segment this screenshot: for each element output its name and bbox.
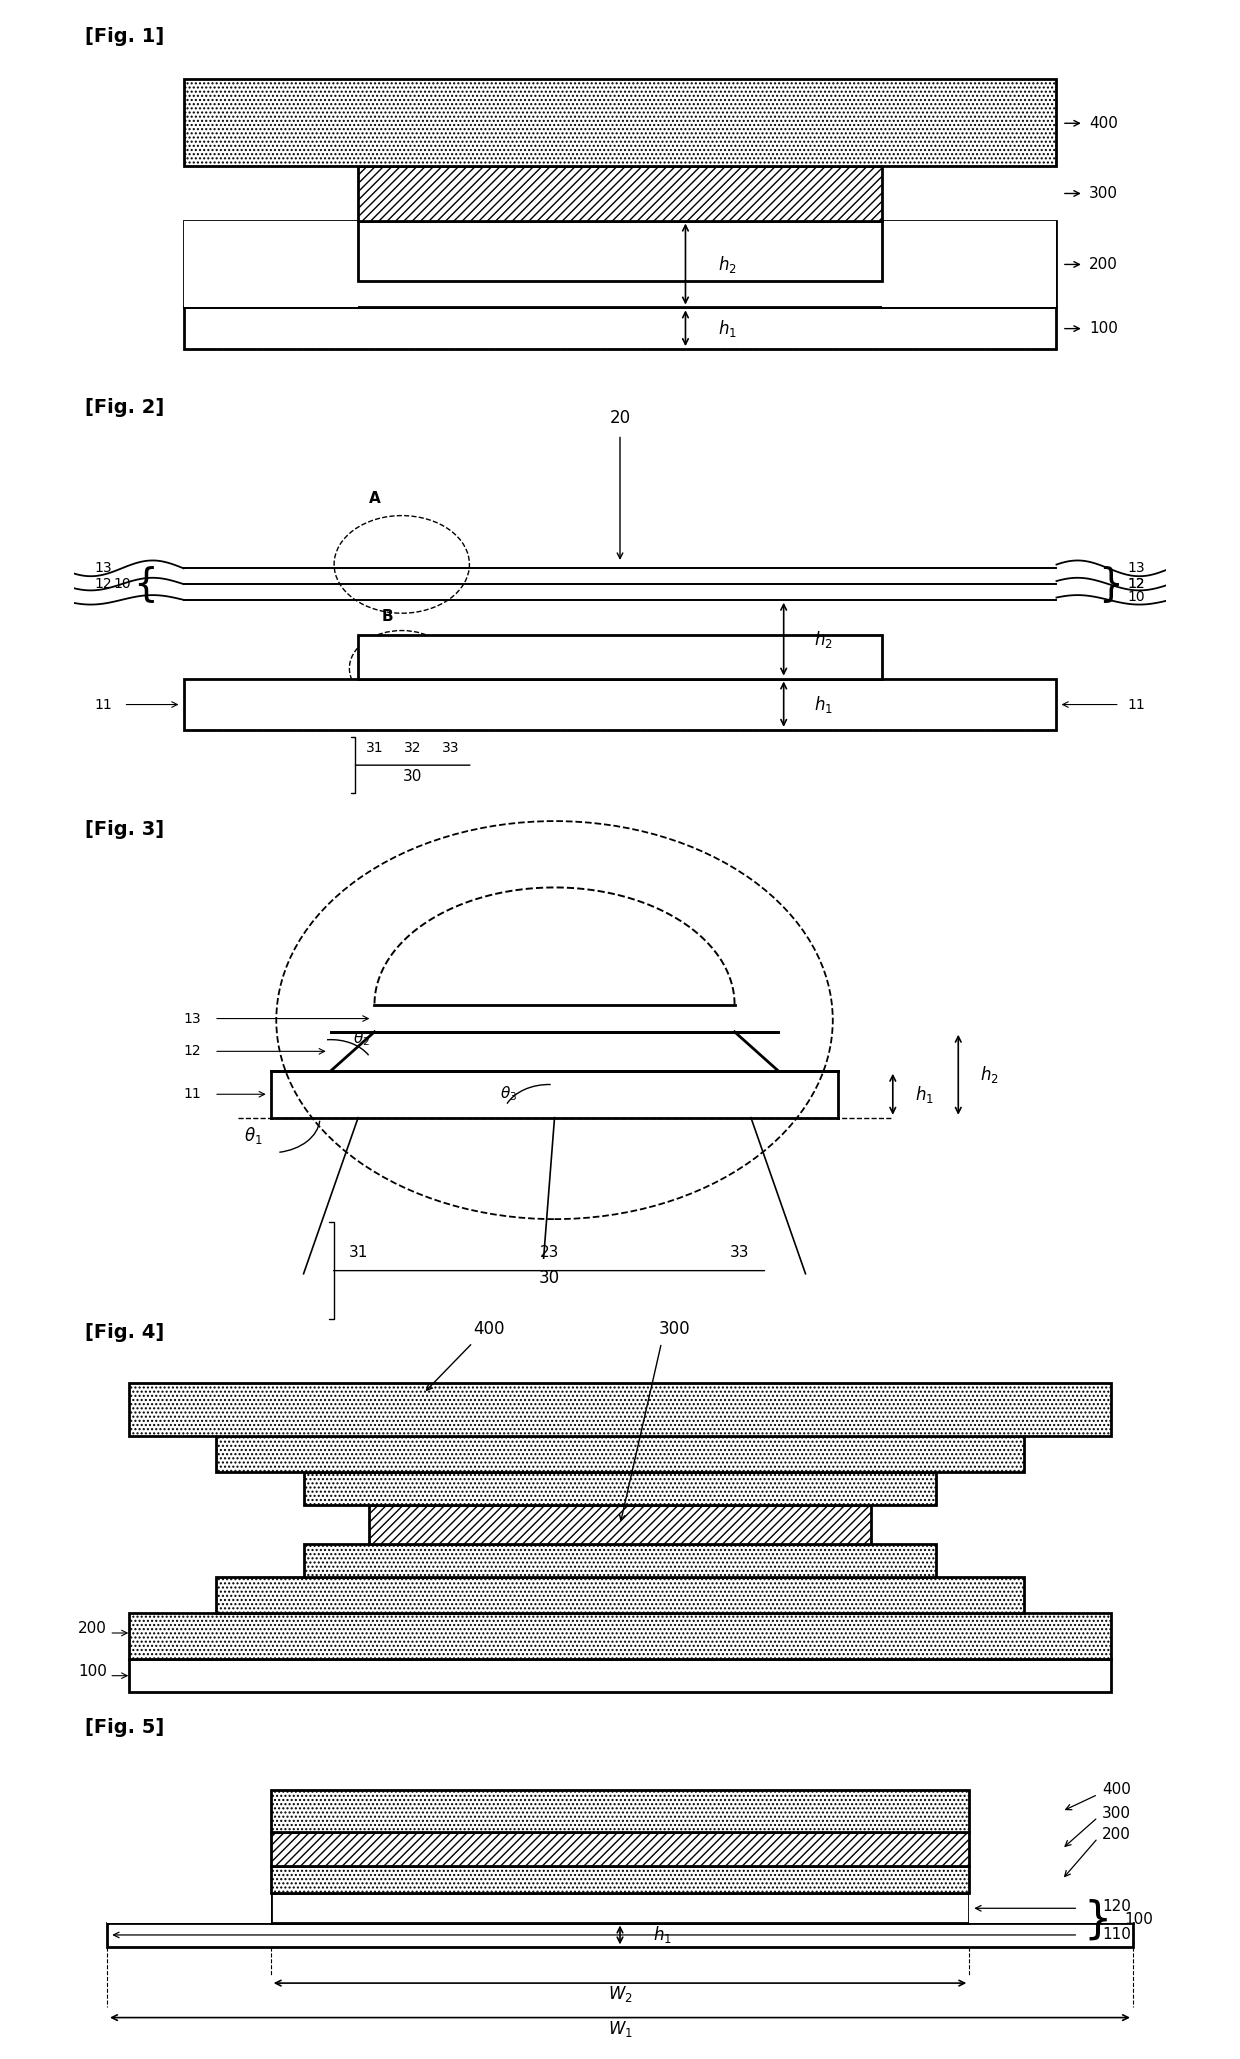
- Bar: [270, 1894, 970, 1923]
- Text: 300: 300: [1102, 1806, 1131, 1822]
- Bar: [184, 307, 1056, 350]
- Text: 20: 20: [609, 408, 631, 426]
- Text: }: }: [1084, 1898, 1112, 1942]
- Bar: [270, 1789, 970, 1833]
- Text: 11: 11: [184, 1087, 201, 1102]
- Text: $h_1$: $h_1$: [718, 319, 737, 340]
- Text: $h_1$: $h_1$: [915, 1083, 934, 1106]
- Text: [Fig. 1]: [Fig. 1]: [86, 27, 165, 45]
- Text: 11: 11: [1127, 698, 1146, 712]
- Text: $h_2$: $h_2$: [980, 1065, 999, 1085]
- Text: 30: 30: [538, 1268, 559, 1287]
- Text: 200: 200: [78, 1620, 107, 1637]
- Text: [Fig. 3]: [Fig. 3]: [86, 819, 165, 838]
- Bar: [358, 220, 882, 282]
- Bar: [129, 1614, 1111, 1660]
- Text: 13: 13: [94, 562, 112, 574]
- Bar: [304, 1472, 936, 1505]
- Bar: [270, 1833, 970, 1865]
- Text: 12: 12: [1127, 577, 1145, 591]
- Bar: [184, 220, 1056, 307]
- Text: 32: 32: [404, 741, 422, 756]
- Text: 30: 30: [403, 768, 423, 784]
- Text: 10: 10: [114, 577, 131, 591]
- Text: 200: 200: [1089, 257, 1118, 272]
- Text: $h_1$: $h_1$: [652, 1925, 672, 1946]
- Text: 33: 33: [730, 1244, 750, 1260]
- Text: 23: 23: [539, 1244, 559, 1260]
- Bar: [882, 220, 1056, 307]
- Text: 400: 400: [1102, 1783, 1131, 1798]
- Text: 31: 31: [348, 1244, 368, 1260]
- Text: /: /: [1111, 1779, 1118, 1800]
- Text: 100: 100: [78, 1664, 107, 1678]
- Bar: [270, 1865, 970, 1894]
- Text: 400: 400: [474, 1320, 505, 1338]
- Text: 100: 100: [1125, 1913, 1153, 1927]
- Bar: [129, 1384, 1111, 1435]
- Text: [Fig. 4]: [Fig. 4]: [86, 1324, 165, 1342]
- Text: 13: 13: [1127, 562, 1145, 574]
- Text: 400: 400: [1089, 115, 1118, 132]
- Text: $h_1$: $h_1$: [815, 694, 833, 714]
- Bar: [129, 1660, 1111, 1692]
- Text: $W_2$: $W_2$: [608, 1985, 632, 2003]
- Text: [Fig. 5]: [Fig. 5]: [86, 1719, 165, 1738]
- Text: $h_2$: $h_2$: [718, 253, 737, 276]
- Text: 12: 12: [94, 577, 112, 591]
- Bar: [216, 1577, 1024, 1614]
- Text: 31: 31: [366, 741, 383, 756]
- Text: 120: 120: [1102, 1900, 1131, 1915]
- Text: 13: 13: [184, 1011, 201, 1025]
- Text: 300: 300: [658, 1320, 691, 1338]
- Text: 11: 11: [94, 698, 112, 712]
- Text: 12: 12: [184, 1044, 201, 1058]
- Bar: [107, 1923, 1133, 1948]
- Bar: [358, 636, 882, 679]
- Text: 100: 100: [1089, 321, 1118, 336]
- Text: 33: 33: [443, 741, 460, 756]
- Bar: [184, 679, 1056, 729]
- Bar: [184, 220, 358, 307]
- Bar: [216, 1435, 1024, 1472]
- Bar: [184, 80, 1056, 167]
- Text: $W_1$: $W_1$: [608, 2018, 632, 2038]
- Text: $\theta_3$: $\theta_3$: [500, 1085, 517, 1104]
- Text: }: }: [1097, 564, 1122, 603]
- Text: A: A: [370, 490, 381, 507]
- Bar: [107, 1894, 270, 1923]
- Text: $\theta_2$: $\theta_2$: [352, 1030, 370, 1048]
- Text: 200: 200: [1102, 1826, 1131, 1843]
- Bar: [370, 1505, 870, 1544]
- Text: 300: 300: [1089, 185, 1118, 202]
- Bar: [304, 1544, 936, 1577]
- Bar: [358, 167, 882, 220]
- Text: 10: 10: [1127, 591, 1145, 605]
- Bar: [970, 1894, 1133, 1923]
- Text: [Fig. 2]: [Fig. 2]: [86, 397, 165, 416]
- Text: 12: 12: [1127, 577, 1145, 591]
- Text: B: B: [382, 609, 394, 624]
- Text: $h_2$: $h_2$: [815, 628, 833, 651]
- Text: $\theta_1$: $\theta_1$: [243, 1124, 262, 1147]
- Text: {: {: [134, 564, 157, 603]
- Text: 110: 110: [1102, 1927, 1131, 1942]
